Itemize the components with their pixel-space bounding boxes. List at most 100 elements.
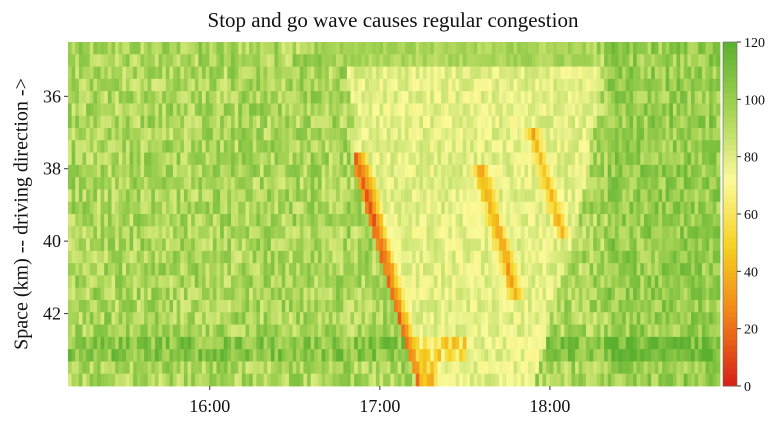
- heatmap-cell: [691, 287, 696, 301]
- heatmap-cell: [705, 275, 710, 289]
- heatmap-cell: [643, 349, 648, 362]
- heatmap-cell: [299, 201, 304, 215]
- heatmap-cell: [180, 177, 185, 190]
- heatmap-cell: [263, 103, 268, 117]
- heatmap-cell: [209, 324, 214, 338]
- heatmap-cell: [354, 78, 359, 92]
- heatmap-cell: [491, 164, 496, 178]
- heatmap-cell: [256, 164, 261, 178]
- heatmap-cell: [252, 336, 257, 350]
- heatmap-cell: [231, 91, 236, 104]
- heatmap-cell: [241, 263, 246, 276]
- heatmap-cell: [328, 140, 333, 153]
- heatmap-cell: [241, 238, 246, 252]
- heatmap-cell: [448, 91, 453, 104]
- heatmap-cell: [687, 361, 692, 375]
- heatmap-cell: [683, 164, 688, 178]
- heatmap-cell: [444, 263, 449, 276]
- heatmap-cell: [89, 250, 94, 264]
- heatmap-cell: [676, 336, 681, 350]
- heatmap-cell: [669, 54, 674, 67]
- heatmap-cell: [176, 214, 181, 227]
- heatmap-cell: [173, 66, 178, 80]
- heatmap-cell: [354, 140, 359, 153]
- heatmap-cell: [524, 312, 529, 325]
- heatmap-cell: [263, 42, 268, 55]
- heatmap-cell: [477, 201, 482, 215]
- heatmap-cell: [676, 238, 681, 252]
- heatmap-cell: [480, 349, 485, 362]
- heatmap-cell: [104, 115, 109, 129]
- heatmap-cell: [618, 214, 623, 227]
- heatmap-cell: [473, 250, 478, 264]
- heatmap-cell: [270, 189, 275, 203]
- heatmap-cell: [238, 54, 243, 67]
- heatmap-cell: [263, 189, 268, 203]
- heatmap-cell: [459, 300, 464, 313]
- heatmap-cell: [589, 115, 594, 129]
- heatmap-cell: [538, 250, 543, 264]
- heatmap-cell: [596, 226, 601, 239]
- heatmap-cell: [430, 42, 435, 55]
- heatmap-cell: [299, 275, 304, 289]
- heatmap-cell: [593, 214, 598, 227]
- heatmap-cell: [270, 336, 275, 350]
- heatmap-cell: [71, 263, 76, 276]
- heatmap-cell: [390, 336, 395, 350]
- heatmap-cell: [234, 177, 239, 190]
- heatmap-cell: [361, 214, 366, 227]
- heatmap-cell: [299, 312, 304, 325]
- heatmap-cell: [96, 91, 101, 104]
- heatmap-cell: [477, 66, 482, 80]
- heatmap-cell: [231, 103, 236, 117]
- heatmap-cell: [357, 226, 362, 239]
- heatmap-cell: [354, 324, 359, 338]
- heatmap-cell: [437, 312, 442, 325]
- heatmap-cell: [307, 78, 312, 92]
- heatmap-cell: [531, 91, 536, 104]
- heatmap-cell: [538, 300, 543, 313]
- heatmap-cell: [430, 54, 435, 67]
- heatmap-cell: [528, 250, 533, 264]
- heatmap-cell: [169, 78, 174, 92]
- heatmap-cell: [227, 287, 232, 301]
- heatmap-cell: [593, 152, 598, 166]
- heatmap-cell: [169, 312, 174, 325]
- heatmap-cell: [614, 300, 619, 313]
- heatmap-cell: [321, 214, 326, 227]
- heatmap-cell: [111, 189, 116, 203]
- heatmap-cell: [89, 128, 94, 141]
- heatmap-cell: [542, 361, 547, 375]
- heatmap-cell: [100, 214, 105, 227]
- heatmap-cell: [397, 312, 402, 325]
- heatmap-cell: [151, 300, 156, 313]
- heatmap-cell: [683, 54, 688, 67]
- heatmap-cell: [542, 140, 547, 153]
- heatmap-cell: [553, 300, 558, 313]
- heatmap-cell: [325, 140, 330, 153]
- heatmap-cell: [288, 287, 293, 301]
- heatmap-cell: [332, 336, 337, 350]
- heatmap-cell: [564, 263, 569, 276]
- heatmap-cell: [585, 275, 590, 289]
- heatmap-cell: [575, 214, 580, 227]
- heatmap-cell: [665, 91, 670, 104]
- heatmap-cell: [274, 349, 279, 362]
- heatmap-cell: [553, 275, 558, 289]
- heatmap-cell: [379, 164, 384, 178]
- heatmap-cell: [473, 128, 478, 141]
- heatmap-cell: [633, 312, 638, 325]
- heatmap-cell: [278, 91, 283, 104]
- heatmap-cell: [647, 201, 652, 215]
- heatmap-cell: [672, 238, 677, 252]
- heatmap-cell: [245, 263, 250, 276]
- heatmap-cell: [596, 78, 601, 92]
- heatmap-cell: [618, 324, 623, 338]
- heatmap-cell: [473, 287, 478, 301]
- heatmap-cell: [278, 250, 283, 264]
- heatmap-cell: [227, 361, 232, 375]
- heatmap-cell: [125, 287, 130, 301]
- heatmap-cell: [209, 103, 214, 117]
- heatmap-cell: [575, 128, 580, 141]
- heatmap-cell: [698, 287, 703, 301]
